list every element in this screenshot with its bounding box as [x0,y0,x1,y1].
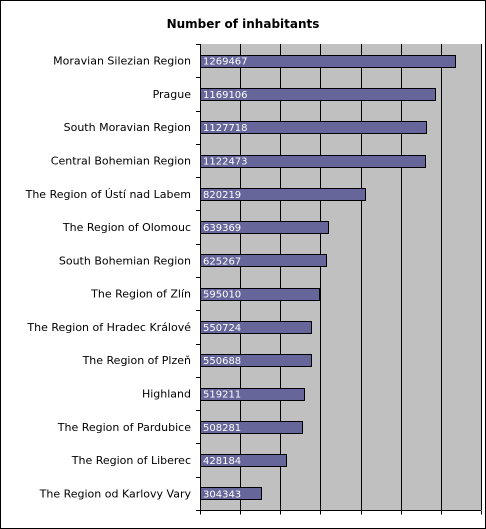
value-label: 1169106 [203,90,248,101]
category-label: Prague [153,88,192,101]
axes [196,44,482,515]
value-label: 508281 [203,423,241,434]
category-label: The Region of Olomouc [62,221,191,234]
value-label: 550688 [203,356,241,367]
category-labels: Moravian Silezian Region Prague South Mora… [25,55,192,501]
value-label: 304343 [203,489,241,500]
value-label: 428184 [203,456,241,467]
category-label: The Region of Liberec [71,454,191,467]
bars [200,55,456,500]
category-label: The Region of Zlín [90,288,191,301]
category-label: South Moravian Region [64,121,191,134]
category-label: Central Bohemian Region [51,155,191,168]
category-label: Highland [142,388,191,401]
value-labels: 1269467 1169106 1127718 1122473 820219 639369… [203,57,248,501]
category-label: The Region of Ústí nad Labem [25,188,191,201]
value-label: 519211 [203,390,241,401]
category-label: South Bohemian Region [59,254,191,267]
value-label: 595010 [203,290,241,301]
value-label: 639369 [203,223,241,234]
category-label: The Region of Pardubice [57,421,191,434]
value-label: 820219 [203,190,241,201]
value-label: 1269467 [203,57,248,68]
category-label: Moravian Silezian Region [53,55,191,68]
value-label: 1122473 [203,157,248,168]
value-label: 625267 [203,256,241,267]
category-label: The Region od Karlovy Vary [39,487,192,500]
category-label: The Region of Hradec Králové [26,321,191,334]
chart-title: Number of inhabitants [167,17,320,31]
plot-area [200,44,481,510]
value-label: 1127718 [203,123,248,134]
category-label: The Region of Plzeň [82,354,191,367]
value-label: 550724 [203,323,241,334]
